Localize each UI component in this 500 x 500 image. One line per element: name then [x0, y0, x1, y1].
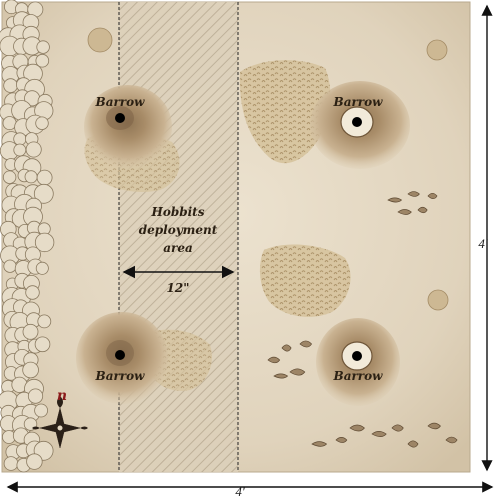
tree — [22, 361, 39, 379]
tree — [13, 132, 27, 146]
deployment-label-line2: deployment — [139, 223, 218, 237]
tree — [3, 78, 18, 93]
scrub-patch-middle-right — [259, 244, 351, 317]
rock — [273, 373, 289, 379]
tree — [34, 336, 51, 353]
barrow-label-bottom-right: Barrow — [333, 369, 384, 383]
barrow-hills — [76, 81, 410, 406]
rock — [299, 340, 313, 348]
tree — [3, 456, 19, 471]
tree — [36, 169, 53, 186]
barrow-label-bottom-left: Barrow — [95, 369, 146, 383]
width-dimension-label: 4' — [235, 484, 245, 499]
rock — [391, 424, 404, 432]
shrub-top-left — [87, 27, 113, 53]
barrow-marker — [115, 113, 125, 123]
north-marker: n — [57, 388, 67, 404]
barrow-hill-top-left — [84, 85, 172, 169]
rock — [445, 436, 458, 444]
deployment-distance-label: 12" — [167, 281, 190, 295]
tree — [35, 116, 49, 130]
tree — [25, 141, 42, 158]
tree — [25, 285, 40, 300]
tree — [27, 388, 44, 404]
rock — [427, 192, 438, 200]
barrow-hill-bottom-right — [316, 318, 400, 406]
tree — [3, 259, 17, 273]
deployment-label-line3: area — [163, 241, 193, 255]
shrubs — [87, 27, 449, 311]
shrub-middle-right — [427, 289, 449, 311]
barrow-marker — [115, 350, 125, 360]
rocks — [267, 191, 458, 448]
tree — [36, 40, 50, 54]
tree — [13, 143, 27, 157]
rock — [335, 437, 348, 443]
tree — [35, 53, 50, 68]
rock — [427, 422, 441, 430]
barrow-marker — [352, 351, 362, 361]
height-dimension-label: 4' — [478, 236, 488, 251]
rock — [289, 368, 306, 376]
rock — [311, 441, 328, 447]
tree — [37, 314, 52, 329]
rock — [281, 344, 292, 352]
barrow-label-top-left: Barrow — [95, 95, 146, 109]
deployment-label-line1: Hobbits — [151, 205, 205, 219]
tree — [33, 183, 54, 204]
barrow-label-top-right: Barrow — [333, 95, 384, 109]
rock — [267, 356, 281, 364]
tree — [34, 403, 48, 418]
rock — [397, 209, 412, 215]
tree — [34, 232, 55, 253]
rock — [417, 206, 428, 214]
barrow-hill-top-right — [310, 81, 410, 169]
compass-rose-icon — [32, 396, 88, 449]
barrow-hill-bottom-left — [76, 312, 168, 404]
tree — [2, 170, 17, 184]
scrub-patch-upper-center — [239, 60, 331, 164]
rock — [387, 197, 403, 203]
tree — [24, 170, 38, 184]
rock — [371, 431, 387, 437]
rock — [407, 191, 420, 197]
tree — [35, 261, 49, 275]
barrow-marker — [352, 117, 362, 127]
tree — [26, 453, 43, 470]
shrub-top-right — [426, 39, 448, 61]
tree — [22, 323, 39, 340]
rock — [349, 424, 365, 432]
forest-edge — [0, 0, 55, 473]
rock — [407, 440, 419, 448]
